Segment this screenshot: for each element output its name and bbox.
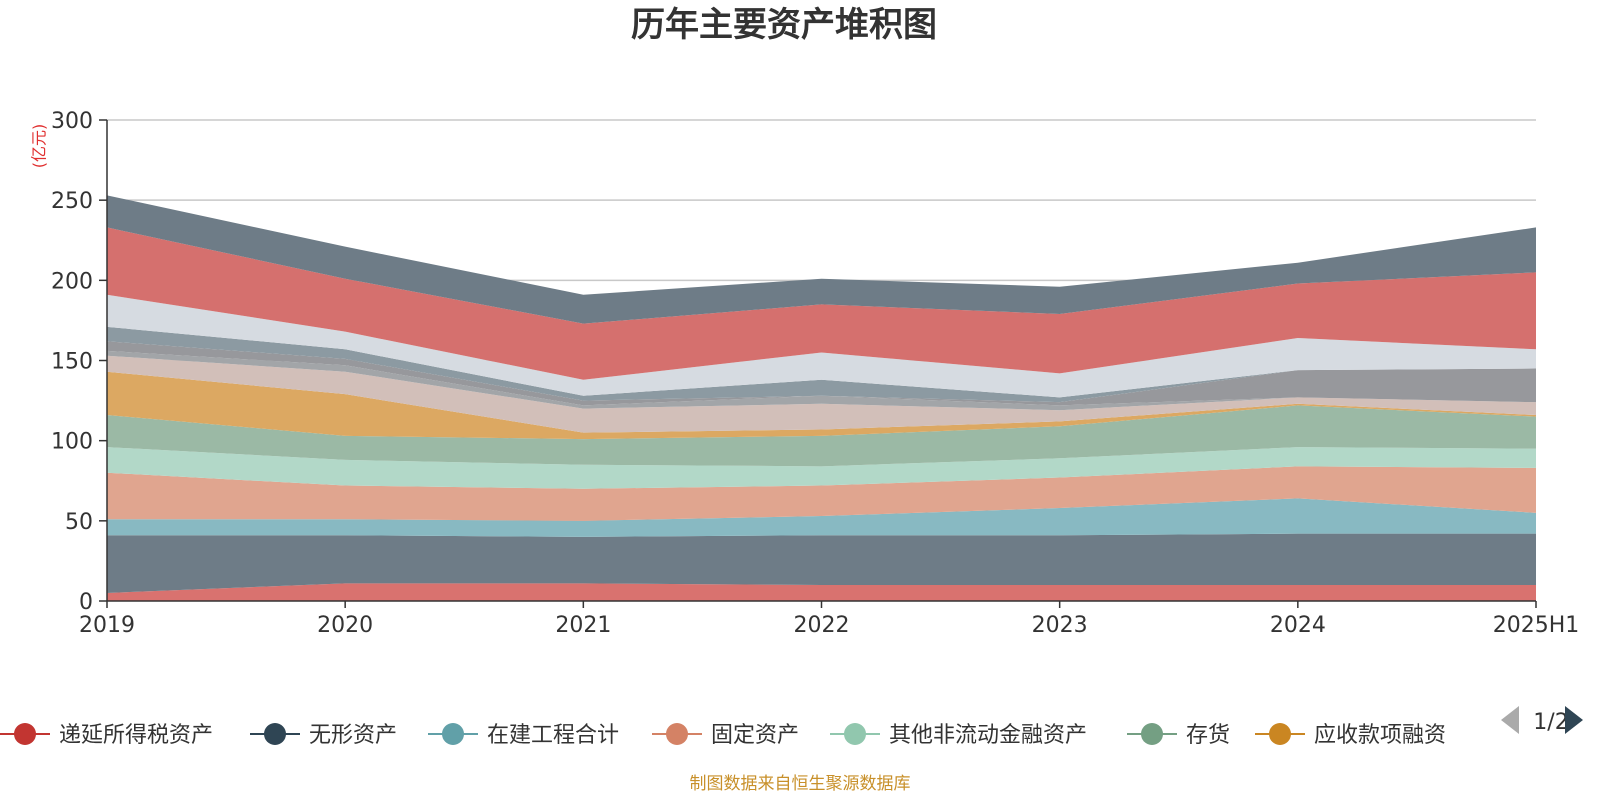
legend-marker-2 — [442, 723, 464, 745]
legend-marker-4 — [844, 723, 866, 745]
area-series-11 — [107, 294, 1536, 398]
legend-label-3: 固定资产 — [711, 723, 799, 748]
legend-pager: 1/2 — [1501, 706, 1583, 735]
x-tick-label-5: 2024 — [1270, 613, 1326, 638]
area-series-10 — [107, 326, 1536, 403]
legend-item-6[interactable]: 应收款项融资 — [1255, 723, 1446, 748]
x-tick-label-3: 2022 — [794, 613, 850, 638]
y-tick-label-3: 150 — [51, 350, 93, 375]
legend-item-1[interactable]: 无形资产 — [250, 723, 397, 748]
y-tick-label-5: 250 — [51, 189, 93, 214]
y-axis-ticks: 0 50 100 150 200 250 300 — [51, 109, 107, 615]
area-series-5 — [107, 405, 1536, 467]
legend-marker-0 — [14, 723, 36, 745]
area-series — [107, 195, 1536, 601]
area-series-9 — [107, 341, 1536, 406]
legend-label-0: 递延所得税资产 — [59, 723, 213, 748]
legend-item-5[interactable]: 存货 — [1127, 723, 1230, 748]
data-source-note: 制图数据来自恒生聚源数据库 — [690, 774, 911, 794]
x-tick-label-4: 2023 — [1032, 613, 1088, 638]
x-axis-ticks: 2019 2020 2021 2022 2023 2024 2025H1 — [79, 601, 1579, 638]
y-tick-label-6: 300 — [51, 109, 93, 134]
legend-marker-5 — [1141, 723, 1163, 745]
y-tick-label-0: 0 — [79, 590, 93, 615]
area-series-3 — [107, 466, 1536, 521]
y-unit-label: (亿元) — [30, 124, 49, 169]
legend-label-6: 应收款项融资 — [1314, 723, 1446, 748]
legend-marker-1 — [264, 723, 286, 745]
y-tick-label-4: 200 — [51, 269, 93, 294]
legend-label-4: 其他非流动金融资产 — [889, 723, 1087, 748]
legend-prev-icon[interactable] — [1501, 706, 1519, 734]
legend-marker-3 — [666, 723, 688, 745]
area-series-7 — [107, 355, 1536, 433]
y-tick-label-2: 100 — [51, 430, 93, 455]
area-series-13 — [107, 195, 1536, 324]
area-series-1 — [107, 533, 1536, 593]
x-tick-label-0: 2019 — [79, 613, 135, 638]
area-series-8 — [107, 350, 1536, 411]
legend-label-1: 无形资产 — [309, 723, 397, 748]
chart-title: 历年主要资产堆积图 — [631, 5, 937, 45]
x-tick-label-2: 2021 — [555, 613, 611, 638]
legend-item-3[interactable]: 固定资产 — [652, 723, 799, 748]
x-tick-label-6: 2025H1 — [1493, 613, 1580, 638]
legend: 递延所得税资产 无形资产 在建工程合计 固定资产 其他非流动金融资产 存货 应收款项融资 — [0, 723, 1446, 748]
area-series-2 — [107, 498, 1536, 537]
area-series-0 — [107, 583, 1536, 601]
area-series-12 — [107, 227, 1536, 380]
area-series-6 — [107, 371, 1536, 440]
y-tick-label-1: 50 — [65, 510, 93, 535]
legend-item-2[interactable]: 在建工程合计 — [428, 723, 619, 748]
legend-label-5: 存货 — [1186, 723, 1230, 748]
legend-marker-6 — [1269, 723, 1291, 745]
legend-page-indicator: 1/2 — [1533, 710, 1568, 735]
legend-label-2: 在建工程合计 — [487, 723, 619, 748]
area-series-4 — [107, 447, 1536, 489]
legend-item-4[interactable]: 其他非流动金融资产 — [830, 723, 1087, 748]
x-tick-label-1: 2020 — [317, 613, 373, 638]
legend-next-icon[interactable] — [1565, 706, 1583, 734]
legend-item-0[interactable]: 递延所得税资产 — [0, 723, 213, 748]
